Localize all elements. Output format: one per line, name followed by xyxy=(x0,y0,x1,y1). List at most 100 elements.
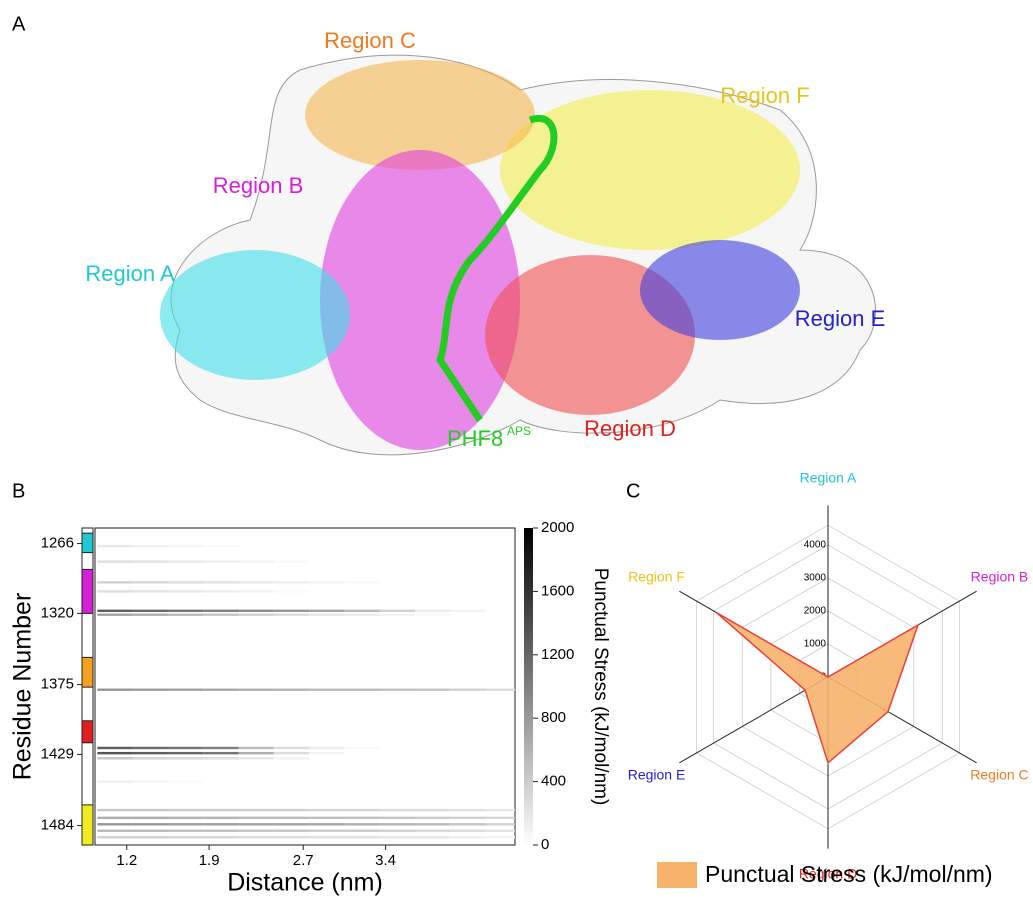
heat-cell xyxy=(274,830,309,832)
heat-cell xyxy=(97,823,132,825)
heat-cell xyxy=(380,836,415,838)
heat-cell xyxy=(344,817,379,819)
heat-cell xyxy=(97,809,132,811)
heat-cell xyxy=(168,590,203,592)
category-label: Region F xyxy=(628,569,685,585)
x-axis-label: Distance (nm) xyxy=(227,869,383,897)
heat-cell xyxy=(239,610,274,612)
heat-cell xyxy=(239,590,274,592)
heat-cell xyxy=(133,817,168,819)
heat-cell xyxy=(203,545,238,547)
heat-cell xyxy=(344,823,379,825)
heat-cell xyxy=(274,752,309,754)
heat-cell xyxy=(239,836,274,838)
figure: A Region C Region F Region B Region A Re… xyxy=(0,0,1033,900)
r-tick-label: 1000 xyxy=(804,639,827,650)
heat-cell xyxy=(380,610,415,612)
heat-cell xyxy=(309,747,344,749)
heat-cell xyxy=(239,747,274,749)
heat-cell xyxy=(486,836,515,838)
heat-cell xyxy=(133,545,168,547)
x-tick-label: 3.4 xyxy=(375,852,396,869)
heat-cell xyxy=(203,689,238,691)
heat-cell xyxy=(239,757,274,759)
heat-cell xyxy=(168,823,203,825)
heat-cell xyxy=(274,757,309,759)
heat-cell xyxy=(97,590,132,592)
heat-cell xyxy=(97,581,132,583)
heat-cell xyxy=(203,613,238,615)
heat-cell xyxy=(203,581,238,583)
heat-cell xyxy=(203,817,238,819)
heat-cell xyxy=(168,613,203,615)
colorbar-tick-label: 400 xyxy=(541,773,566,790)
blob xyxy=(160,250,350,380)
blob xyxy=(320,150,520,450)
ligand-superscript: APS xyxy=(507,424,531,438)
y-axis-label: Residue Number xyxy=(9,593,37,781)
radar-area xyxy=(717,613,918,763)
y-tick-label: 1320 xyxy=(41,604,74,621)
heat-cell xyxy=(274,610,309,612)
heat-cell xyxy=(203,610,238,612)
region-label: Region B xyxy=(213,173,304,198)
heat-cell xyxy=(168,545,203,547)
heat-cell xyxy=(168,581,203,583)
heat-cell xyxy=(133,610,168,612)
heat-cell xyxy=(486,809,515,811)
heat-cell xyxy=(97,752,132,754)
y-tick-label: 1429 xyxy=(41,745,74,762)
heat-cell xyxy=(97,836,132,838)
heat-cell xyxy=(274,581,309,583)
heat-cell xyxy=(239,752,274,754)
heat-cell xyxy=(203,836,238,838)
heat-cell xyxy=(274,817,309,819)
heat-cell xyxy=(168,689,203,691)
heat-cell xyxy=(133,581,168,583)
region-band xyxy=(82,721,93,743)
heat-cell xyxy=(274,747,309,749)
heat-cell xyxy=(97,610,132,612)
heat-cell xyxy=(380,830,415,832)
blob xyxy=(640,240,800,340)
heat-cell xyxy=(274,560,309,562)
heat-cell xyxy=(239,581,274,583)
heat-cell xyxy=(168,836,203,838)
heat-cell xyxy=(450,610,485,612)
heat-cell xyxy=(344,613,379,615)
region-label: Region E xyxy=(795,306,886,331)
heat-cell xyxy=(450,823,485,825)
heat-cell xyxy=(486,830,515,832)
y-tick-label: 1484 xyxy=(41,817,74,834)
heat-cell xyxy=(97,830,132,832)
heat-cell xyxy=(168,752,203,754)
heat-cell xyxy=(133,689,168,691)
region-band xyxy=(82,569,93,613)
heat-cell xyxy=(203,752,238,754)
heat-cell xyxy=(309,817,344,819)
heat-cell xyxy=(133,836,168,838)
heat-cell xyxy=(168,830,203,832)
heat-cell xyxy=(133,830,168,832)
heat-cell xyxy=(97,780,132,782)
category-label: Region B xyxy=(971,569,1029,585)
heat-cell xyxy=(133,752,168,754)
heat-cell xyxy=(415,809,450,811)
category-label: Region C xyxy=(970,767,1028,783)
heat-cell xyxy=(450,689,485,691)
r-tick-label: 3000 xyxy=(804,573,827,584)
heat-cell xyxy=(415,610,450,612)
heat-cell xyxy=(168,560,203,562)
colorbar-tick-label: 0 xyxy=(541,836,549,853)
heat-cell xyxy=(168,817,203,819)
heat-cell xyxy=(203,590,238,592)
r-tick-label: 2000 xyxy=(804,606,827,617)
heat-cell xyxy=(309,610,344,612)
heat-cell xyxy=(344,836,379,838)
heat-cell xyxy=(239,830,274,832)
colorbar-tick-label: 2000 xyxy=(541,519,574,536)
heat-cell xyxy=(450,817,485,819)
heat-cell xyxy=(344,689,379,691)
heat-cell xyxy=(344,747,379,749)
heat-cell xyxy=(133,590,168,592)
